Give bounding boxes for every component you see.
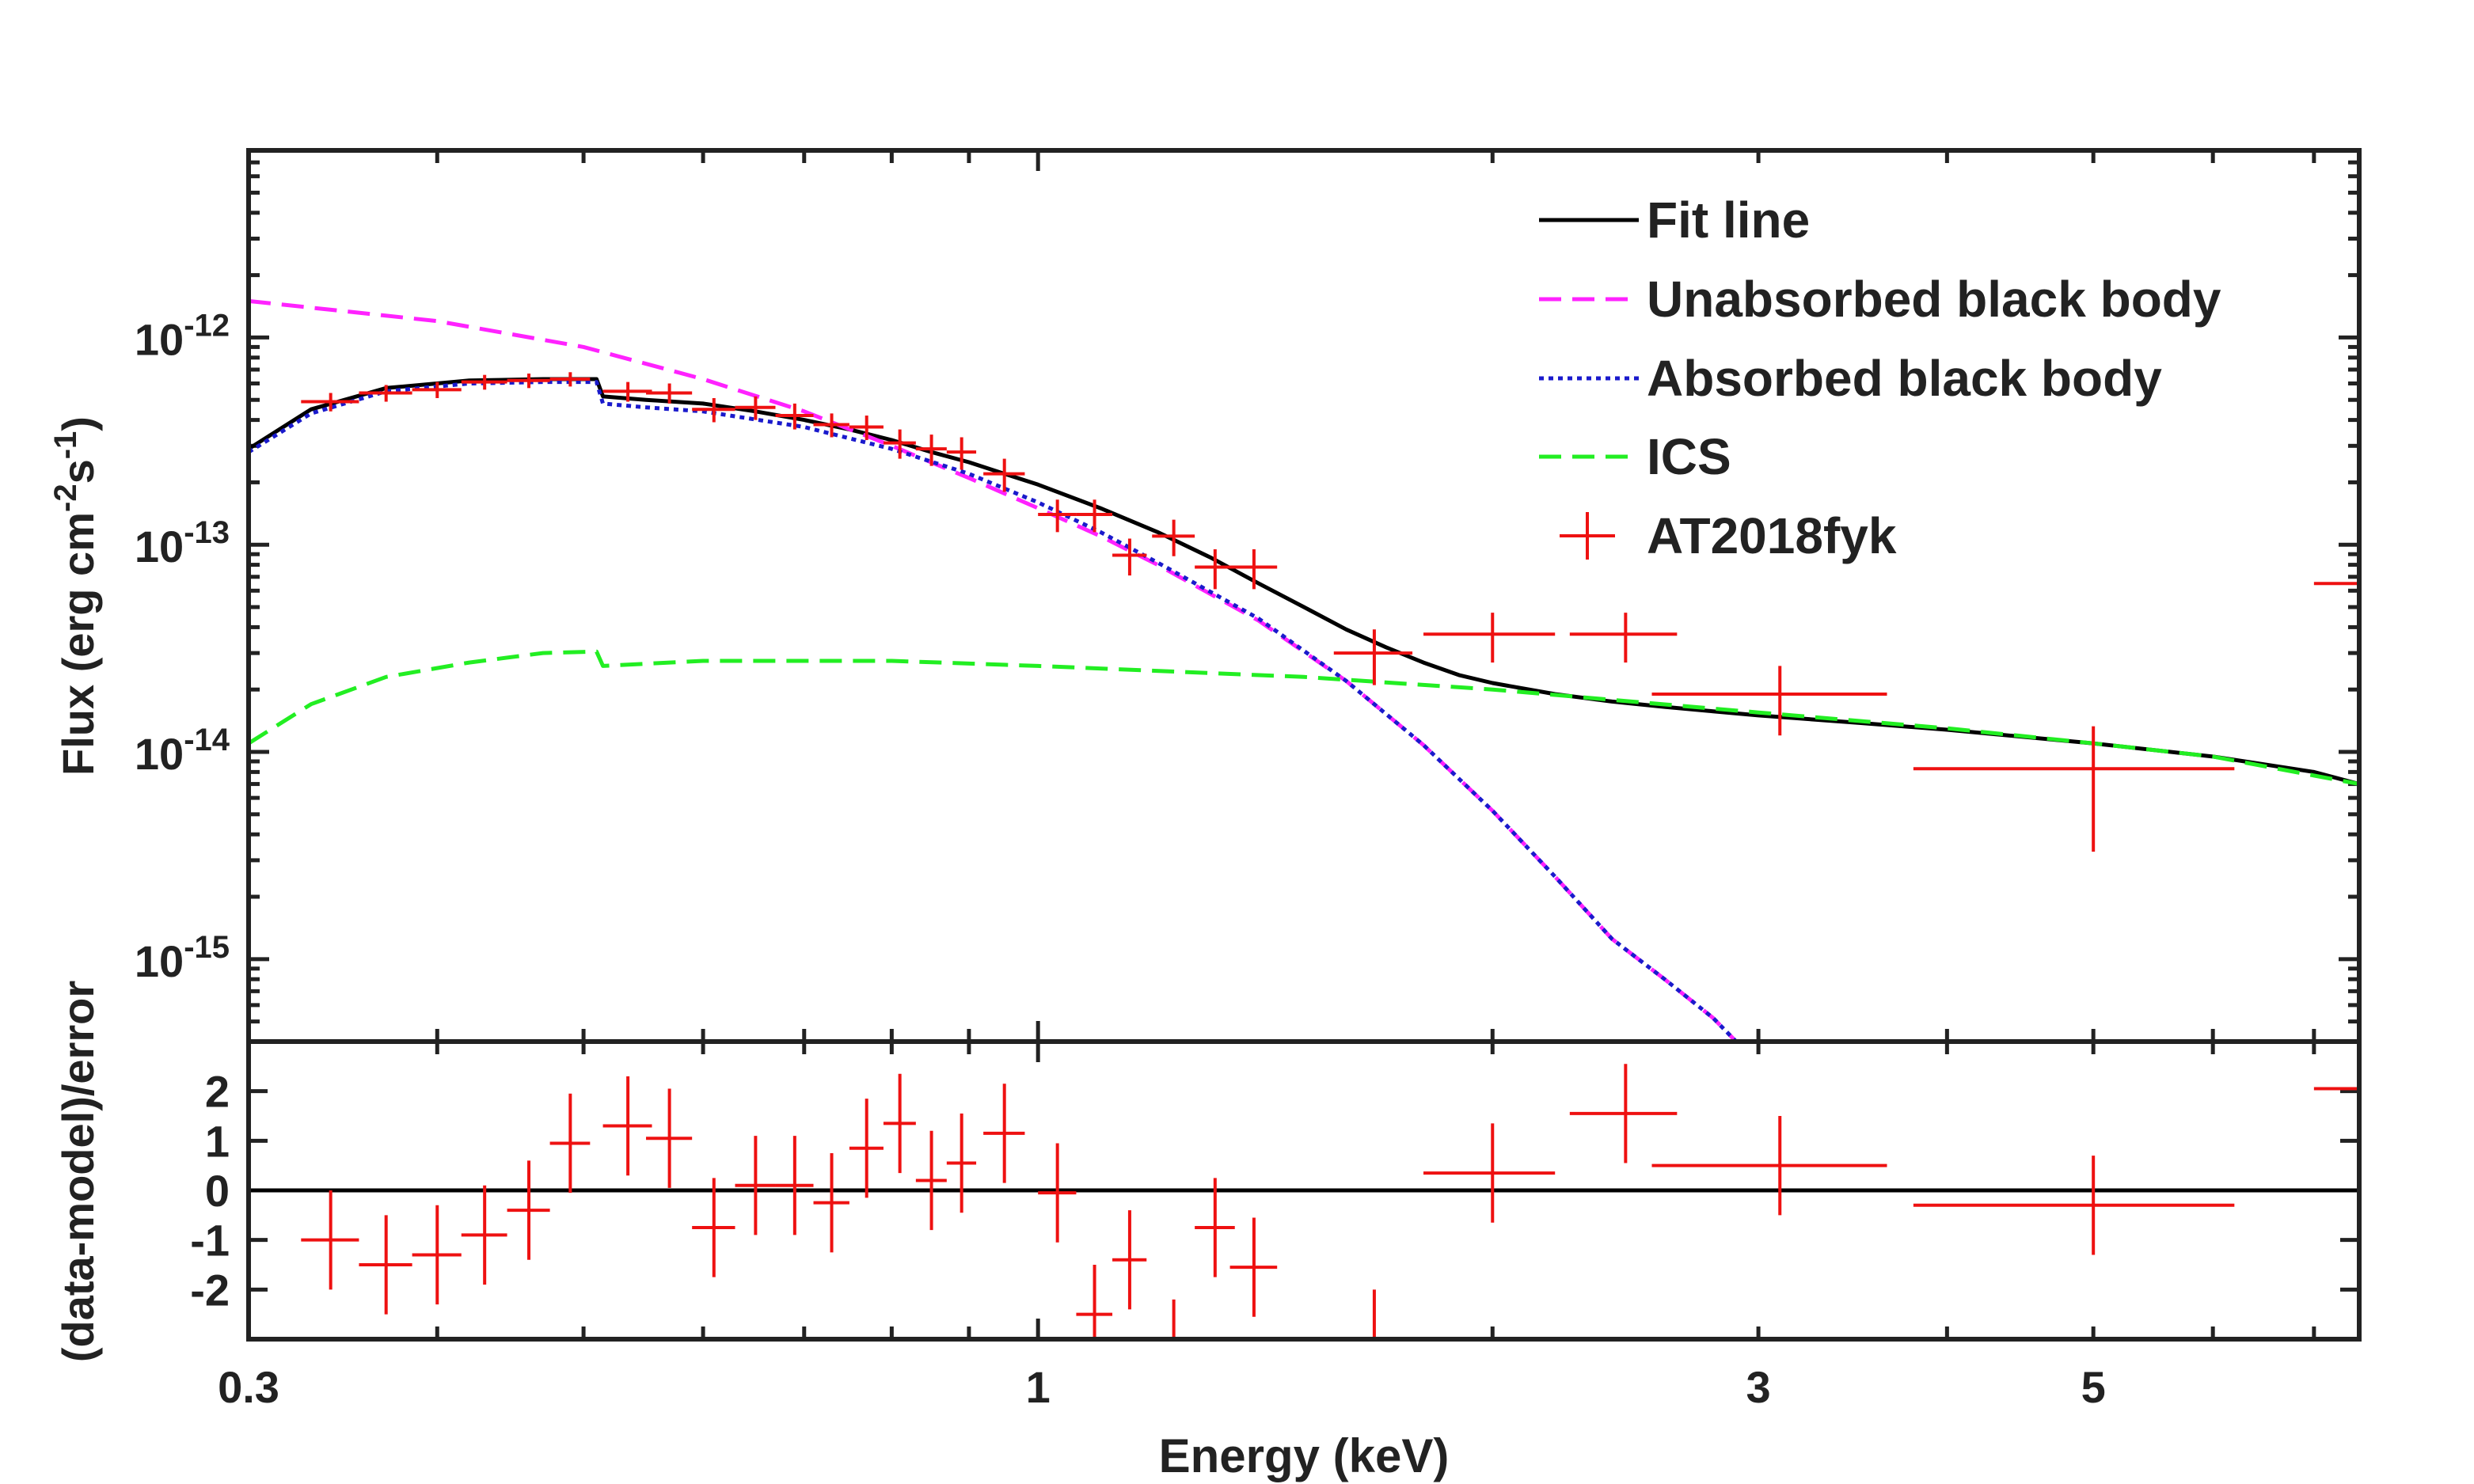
data-point	[946, 1113, 977, 1213]
data-point	[813, 413, 849, 438]
data-point	[1038, 499, 1077, 533]
residual-y-tick-label: -1	[190, 1216, 230, 1266]
data-point	[915, 1130, 947, 1231]
residuals-data-points	[301, 1064, 2359, 1339]
data-point	[915, 435, 947, 466]
residual-y-tick-label: 0	[205, 1166, 230, 1216]
data-point	[412, 381, 462, 398]
y-tick-label: 10-12	[135, 308, 230, 364]
data-point	[301, 1190, 359, 1290]
data-point	[2313, 582, 2359, 586]
data-point	[1076, 1265, 1113, 1339]
data-point	[646, 383, 693, 404]
legend-label-at2018fyk: AT2018fyk	[1647, 507, 1897, 564]
data-point	[1651, 1116, 1887, 1216]
data-point	[735, 396, 776, 420]
data-point	[1195, 549, 1235, 590]
data-point	[549, 1093, 591, 1194]
spectrum-y-tick-labels: 10-12 10-13 10-14 10-15	[135, 308, 230, 985]
data-point	[1152, 519, 1195, 556]
data-point	[1333, 629, 1413, 685]
data-point	[1112, 538, 1147, 576]
data-point	[849, 1099, 884, 1198]
data-point	[849, 416, 884, 440]
legend-entry-fit-line: Fit line	[1539, 192, 1810, 249]
data-point	[692, 1178, 735, 1277]
data-point	[1195, 1178, 1235, 1277]
residuals-y-tick-labels: 210-1-2	[190, 1067, 230, 1315]
data-point	[983, 458, 1025, 492]
data-point	[1569, 613, 1678, 663]
data-point	[1112, 1210, 1147, 1310]
data-point	[1423, 1123, 1556, 1223]
data-point	[883, 1073, 916, 1174]
data-point	[692, 397, 735, 423]
residual-y-tick-label: 2	[205, 1067, 230, 1117]
spectrum-y-axis-label: Flux (erg cm-2s-1)	[48, 416, 103, 776]
legend-label-ics: ICS	[1647, 428, 1731, 485]
data-point	[549, 372, 591, 387]
data-point	[359, 1215, 412, 1315]
data-point	[1913, 726, 2235, 852]
data-point	[461, 374, 507, 390]
x-tick-label: 3	[1746, 1362, 1771, 1412]
data-point	[507, 1160, 550, 1260]
data-point	[461, 1185, 507, 1285]
residual-y-tick-label: 1	[205, 1116, 230, 1166]
residuals-frame	[246, 1039, 2362, 1342]
data-point	[1229, 549, 1278, 590]
data-point	[1172, 1299, 1176, 1339]
data-point	[602, 381, 652, 402]
data-point	[983, 1084, 1025, 1183]
data-point	[507, 373, 550, 389]
residuals-panel: 210-1-2 0.3 1 3 5 (data-model)/error	[53, 981, 2362, 1412]
data-point	[359, 385, 412, 402]
residual-y-tick-label: -2	[190, 1265, 230, 1315]
legend: Fit line Unabsorbed black body Absorbed …	[1539, 192, 2221, 564]
data-point	[775, 403, 814, 430]
residuals-y-axis-label: (data-model)/error	[53, 981, 103, 1362]
data-point	[1913, 1156, 2235, 1255]
data-point	[1651, 666, 1887, 736]
legend-label-absorbed-black-body: Absorbed black body	[1647, 350, 2162, 407]
y-tick-label: 10-13	[135, 515, 230, 571]
x-tick-label: 0.3	[218, 1362, 279, 1412]
y-tick-label: 10-14	[135, 723, 230, 779]
legend-entry-ics: ICS	[1539, 428, 1731, 485]
data-point	[412, 1205, 462, 1305]
data-point	[735, 1136, 776, 1235]
legend-label-fit-line: Fit line	[1647, 192, 1810, 249]
data-point	[1229, 1217, 1278, 1317]
data-point	[646, 1088, 693, 1188]
data-point	[301, 393, 359, 412]
x-tick-labels: 0.3 1 3 5	[218, 1362, 2106, 1412]
x-tick-label: 1	[1026, 1362, 1051, 1412]
spectrum-plot-background	[249, 150, 2359, 1042]
legend-entry-unabsorbed-black-body: Unabsorbed black body	[1539, 271, 2221, 328]
legend-entry-at2018fyk: AT2018fyk	[1560, 507, 1897, 564]
data-point	[602, 1076, 652, 1176]
x-tick-label: 5	[2081, 1362, 2106, 1412]
legend-entry-absorbed-black-body: Absorbed black body	[1539, 350, 2162, 407]
data-point	[946, 437, 977, 470]
data-point	[1076, 499, 1113, 533]
data-point	[1333, 1289, 1413, 1339]
data-point	[1423, 613, 1556, 663]
series-ics	[249, 649, 2359, 787]
data-point	[1569, 1064, 1678, 1163]
data-point	[775, 1136, 814, 1235]
spectrum-curves	[249, 298, 2359, 1042]
legend-label-unabsorbed-black-body: Unabsorbed black body	[1647, 271, 2221, 328]
data-point	[883, 429, 916, 459]
data-point	[2313, 1087, 2359, 1091]
y-tick-label: 10-15	[135, 930, 230, 986]
x-axis-label: Energy (keV)	[1159, 1429, 1450, 1482]
spectrum-data-points	[301, 372, 2359, 852]
data-point	[813, 1153, 849, 1253]
series-absorbed-black-body	[249, 380, 1738, 1042]
data-point	[1038, 1143, 1077, 1243]
series-fit-line	[249, 377, 2359, 787]
